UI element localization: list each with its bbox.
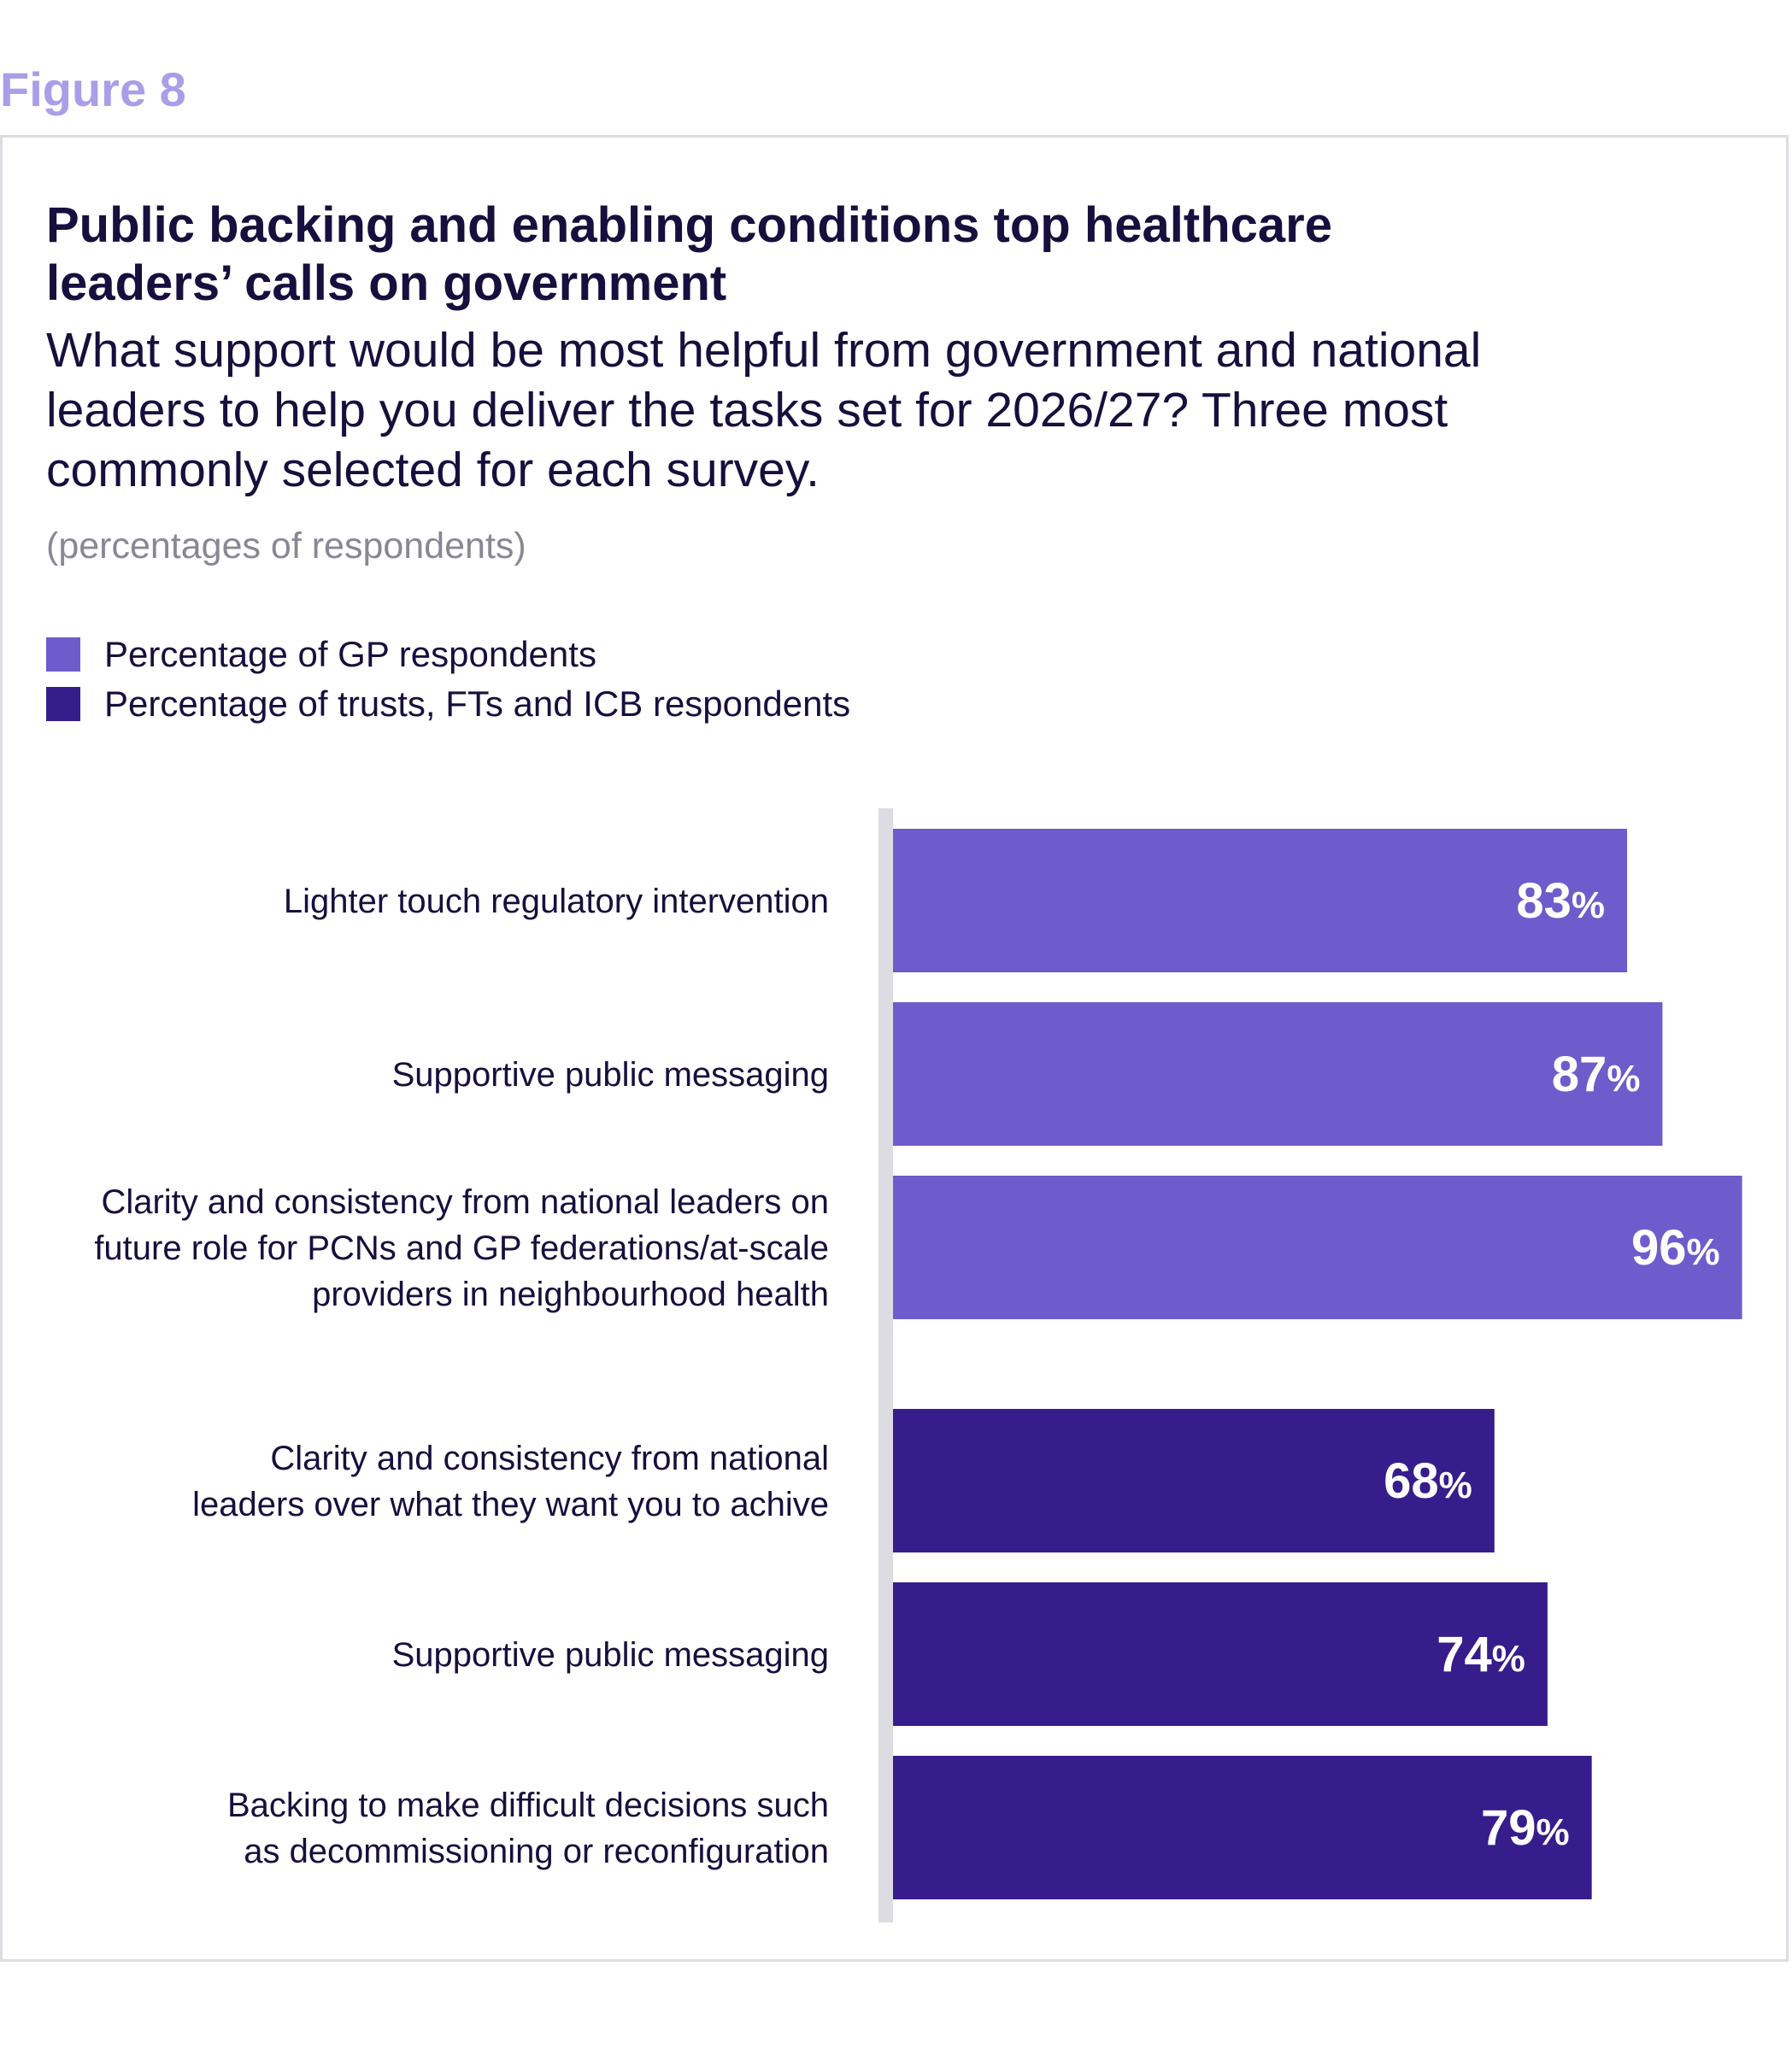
legend-label-trusts: Percentage of trusts, FTs and ICB respon… [104, 684, 851, 724]
category-label: Lighter touch regulatory intervention [284, 883, 829, 920]
category-label: Backing to make difficult decisions such… [227, 1787, 829, 1870]
data-label: 87% [1552, 1047, 1641, 1102]
chart-subtitle: What support would be most helpful from … [46, 323, 1482, 497]
bar [893, 1409, 1495, 1552]
legend-swatch-gp [46, 637, 80, 672]
category-label: Clarity and consistency from national le… [94, 1183, 829, 1313]
chart-title: Public backing and enabling conditions t… [46, 197, 1332, 311]
legend-item-gp: Percentage of GP respondents [46, 633, 596, 676]
category-label: Clarity and consistency from national lea… [192, 1440, 829, 1523]
data-label: 74% [1437, 1627, 1525, 1682]
bar [893, 1002, 1663, 1146]
bar [893, 1582, 1548, 1726]
legend-label-gp: Percentage of GP respondents [104, 634, 596, 674]
data-label: 68% [1384, 1453, 1472, 1509]
bar [893, 1756, 1592, 1899]
bar [893, 1176, 1742, 1319]
axis-line [878, 808, 893, 1922]
figure-label: Figure 8 [0, 62, 186, 116]
legend-swatch-trusts [46, 687, 80, 721]
category-label: Supportive public messaging [392, 1636, 829, 1674]
legend-item-trusts: Percentage of trusts, FTs and ICB respon… [46, 683, 850, 725]
data-label: 96% [1631, 1220, 1720, 1276]
category-label: Supportive public messaging [392, 1056, 829, 1094]
bar [893, 829, 1628, 972]
data-label: 83% [1516, 873, 1605, 929]
data-label: 79% [1481, 1800, 1570, 1856]
units-note: (percentages of respondents) [46, 525, 526, 566]
